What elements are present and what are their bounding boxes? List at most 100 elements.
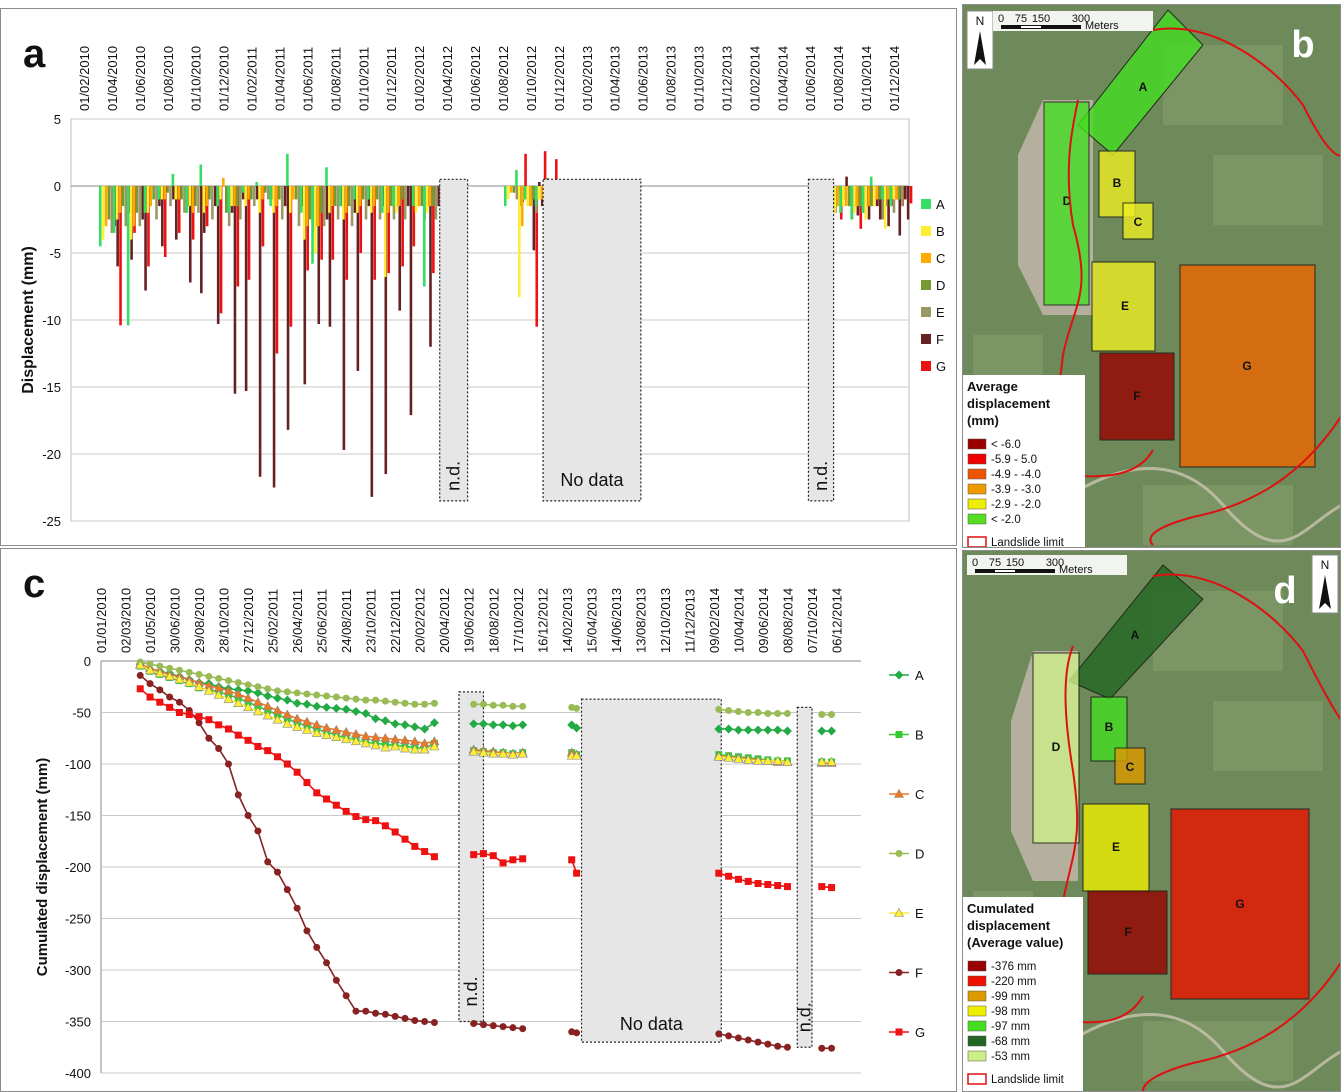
bar — [115, 186, 119, 220]
legend-swatch — [967, 468, 987, 480]
zone-label: G — [1242, 359, 1251, 373]
y-tick-label: -200 — [65, 860, 91, 875]
field-patch — [1213, 155, 1323, 225]
bar — [361, 186, 365, 200]
bar — [412, 186, 416, 247]
x-tick-label: 01/10/2010 — [189, 46, 204, 111]
bar — [157, 186, 161, 200]
legend-label: -97 mm — [991, 1021, 1030, 1033]
data-point — [421, 1018, 429, 1025]
data-point — [372, 817, 380, 825]
x-tick-label: 14/06/2013 — [609, 588, 624, 653]
legend-swatch — [967, 1020, 987, 1032]
bar — [200, 186, 203, 294]
x-tick-label: 12/10/2013 — [658, 588, 673, 653]
data-point — [195, 713, 203, 721]
bar — [506, 186, 510, 200]
bar — [135, 186, 139, 213]
bar — [278, 186, 281, 200]
data-point — [381, 697, 389, 705]
data-point — [743, 725, 753, 735]
bar — [526, 186, 530, 207]
data-point — [421, 848, 429, 856]
bar — [320, 186, 323, 260]
x-tick-label: 01/02/2012 — [412, 46, 427, 111]
legend-label: B — [936, 224, 945, 239]
data-point — [175, 666, 183, 674]
legend-swatch — [921, 199, 931, 209]
bar — [889, 186, 893, 207]
field-patch — [1213, 701, 1323, 771]
bar — [409, 186, 413, 416]
bar — [118, 186, 122, 213]
bar — [144, 186, 147, 291]
bar — [222, 177, 225, 186]
bar — [540, 186, 544, 200]
data-point — [818, 1044, 826, 1052]
legend-label: -99 mm — [991, 991, 1030, 1003]
legend-label: -4.9 - -4.0 — [991, 469, 1041, 481]
legend-label: -376 mm — [991, 961, 1036, 973]
bar — [372, 186, 376, 207]
legend-label: C — [915, 787, 924, 802]
legend-swatch — [967, 960, 987, 972]
bar — [183, 186, 186, 213]
bar — [308, 186, 312, 220]
legend-label: -5.9 - 5.0 — [991, 454, 1037, 466]
data-point — [733, 725, 743, 735]
legend-label: -53 mm — [991, 1051, 1030, 1063]
data-point — [498, 720, 508, 730]
legend-swatch — [967, 438, 987, 450]
bar — [398, 186, 401, 207]
bar — [129, 186, 133, 240]
x-tick-label: 01/02/2014 — [747, 46, 762, 111]
bar — [414, 186, 418, 213]
data-point — [470, 1020, 478, 1028]
bar — [437, 186, 441, 207]
data-point — [293, 689, 301, 697]
data-point — [174, 674, 185, 684]
data-point — [342, 992, 350, 1000]
data-point — [252, 697, 263, 706]
bar — [529, 186, 532, 207]
data-point — [282, 718, 293, 728]
x-tick-label: 01/12/2013 — [719, 46, 734, 111]
bar — [311, 186, 314, 264]
data-point — [185, 668, 193, 676]
bar — [255, 186, 259, 200]
y-tick-label: -15 — [42, 380, 61, 395]
no-data-label: n.d. — [444, 461, 464, 491]
bar — [289, 186, 293, 327]
data-point — [205, 672, 213, 680]
data-point — [323, 795, 331, 803]
data-point — [380, 716, 390, 726]
bar — [358, 186, 362, 207]
data-point — [205, 716, 213, 724]
data-point — [429, 741, 440, 751]
x-tick-label: 11/12/2013 — [682, 589, 697, 653]
panel-letter: a — [23, 32, 46, 76]
data-point — [573, 1029, 581, 1037]
bar — [169, 186, 172, 207]
x-tick-label: 23/10/2011 — [364, 589, 379, 653]
bar — [356, 186, 360, 371]
bar — [319, 186, 323, 213]
data-point — [166, 703, 174, 711]
y-tick-label: -50 — [72, 706, 91, 721]
scale-tick-label: 150 — [1006, 557, 1024, 569]
data-point — [243, 692, 254, 702]
bar — [400, 186, 404, 200]
bar — [520, 186, 524, 227]
north-arrow-box — [1311, 554, 1339, 614]
data-point — [224, 760, 232, 768]
bar — [294, 186, 298, 200]
bar — [898, 186, 902, 236]
bar — [554, 159, 558, 186]
bar — [286, 186, 290, 430]
bar — [420, 186, 424, 207]
data-point — [332, 801, 340, 809]
data-point — [894, 670, 904, 680]
bar — [422, 186, 426, 287]
bar — [432, 186, 435, 274]
data-point — [772, 755, 783, 765]
